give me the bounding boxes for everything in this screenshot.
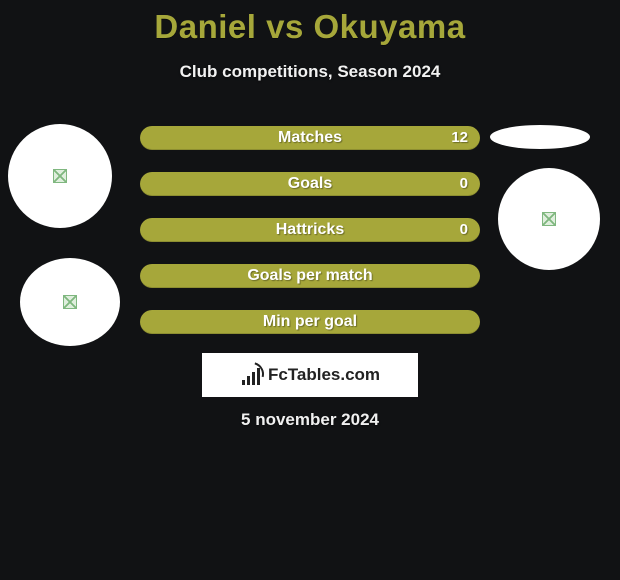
stat-row-goals-per-match: Goals per match [140,264,480,288]
page-title: Daniel vs Okuyama [0,0,620,46]
broken-image-icon [63,295,77,309]
stat-row-goals: Goals 0 [140,172,480,196]
avatar-left-top [8,124,112,228]
stat-value: 12 [451,126,468,150]
stat-label: Hattricks [140,218,480,242]
stat-label: Goals per match [140,264,480,288]
stat-value: 0 [460,218,468,242]
stats-container: Matches 12 Goals 0 Hattricks 0 Goals per… [140,126,480,356]
avatar-right [498,168,600,270]
stat-row-hattricks: Hattricks 0 [140,218,480,242]
stat-label: Matches [140,126,480,150]
stat-label: Min per goal [140,310,480,334]
broken-image-icon [53,169,67,183]
stat-row-min-per-goal: Min per goal [140,310,480,334]
page-subtitle: Club competitions, Season 2024 [0,62,620,82]
brand-logo: FcTables.com [202,353,418,397]
generated-date: 5 november 2024 [0,410,620,430]
stat-row-matches: Matches 12 [140,126,480,150]
broken-image-icon [542,212,556,226]
stat-value: 0 [460,172,468,196]
brand-text: FcTables.com [268,365,380,385]
avatar-right-ellipse [490,125,590,149]
avatar-left-bottom [20,258,120,346]
stat-label: Goals [140,172,480,196]
chart-icon [240,365,264,385]
